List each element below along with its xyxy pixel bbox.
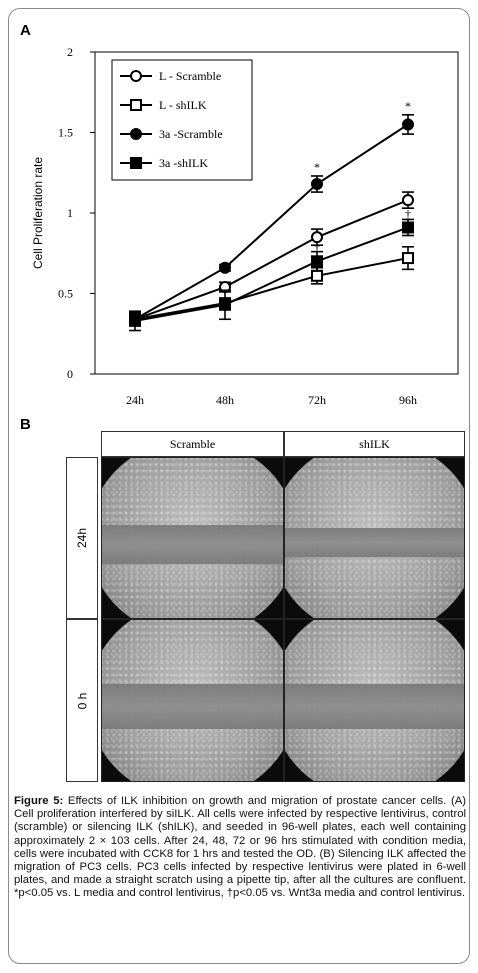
significance-mark-0: * — [314, 160, 320, 174]
x-tick-label-1: 48h — [216, 393, 234, 407]
significance-mark-2: † — [314, 241, 320, 255]
column-header-shilk: shILK — [284, 431, 465, 457]
data-point-0-3 — [402, 194, 414, 207]
series-line-1 — [134, 257, 409, 321]
legend-label-1: L - shILK — [159, 98, 207, 112]
x-tick-label-3: 96h — [399, 393, 417, 407]
significance-mark-1: * — [405, 99, 411, 113]
figure-caption: Figure 5: Effects of ILK inhibition on g… — [14, 795, 466, 901]
data-point-1-2 — [311, 269, 323, 282]
micrograph-scramble-0h — [101, 619, 284, 782]
caption-label: Figure 5: — [14, 795, 64, 807]
x-tick-label-0: 24h — [126, 393, 144, 407]
legend-label-0: L - Scramble — [159, 69, 221, 83]
x-tick-label-2: 72h — [308, 393, 326, 407]
legend-marker-0 — [130, 70, 142, 82]
row-label-0h: 0 h — [66, 619, 98, 782]
legend-marker-3 — [130, 157, 142, 169]
series-line-2 — [134, 123, 409, 321]
row-label-24h-text: 24h — [75, 527, 89, 549]
legend-marker-1 — [130, 99, 142, 111]
panel-a-letter: A — [20, 22, 31, 39]
legend-label-2: 3a -Scramble — [159, 127, 223, 141]
data-point-0-2 — [311, 231, 323, 244]
caption-text: Effects of ILK inhibition on growth and … — [14, 795, 467, 900]
y-tick-label-4: 2 — [67, 45, 73, 59]
y-axis-label: Cell Proliferation rate — [31, 157, 45, 269]
data-point-1-3 — [402, 252, 414, 265]
significance-mark-3: † — [405, 207, 411, 221]
data-point-3-1 — [219, 298, 231, 311]
data-point-3-2 — [311, 255, 323, 268]
y-tick-label-2: 1 — [67, 206, 73, 220]
migration-image-grid: Scramble shILK — [101, 431, 465, 782]
data-point-3-3 — [402, 221, 414, 234]
data-point-2-3 — [402, 118, 414, 131]
series-line-3 — [134, 226, 409, 322]
micrograph-shilk-24h — [284, 457, 465, 619]
micrograph-shilk-0h — [284, 619, 465, 782]
y-tick-label-3: 1.5 — [58, 126, 73, 140]
data-point-3-0 — [129, 314, 141, 327]
data-point-2-2 — [311, 178, 323, 191]
y-tick-label-1: 0.5 — [58, 287, 73, 301]
micrograph-scramble-24h — [101, 457, 284, 619]
row-label-24h: 24h — [66, 457, 98, 619]
series-line-0 — [134, 199, 409, 321]
data-point-2-1 — [219, 261, 231, 274]
column-header-scramble: Scramble — [101, 431, 284, 457]
legend-label-3: 3a -shILK — [159, 156, 208, 170]
legend-marker-2 — [130, 128, 142, 140]
panel-b-letter: B — [20, 416, 31, 433]
row-label-0h-text: 0 h — [75, 692, 89, 709]
proliferation-chart: 0 0.5 1 1.5 2 Cell Proliferation rate 24h 48h 72… — [31, 45, 459, 407]
y-tick-label-0: 0 — [67, 367, 73, 381]
